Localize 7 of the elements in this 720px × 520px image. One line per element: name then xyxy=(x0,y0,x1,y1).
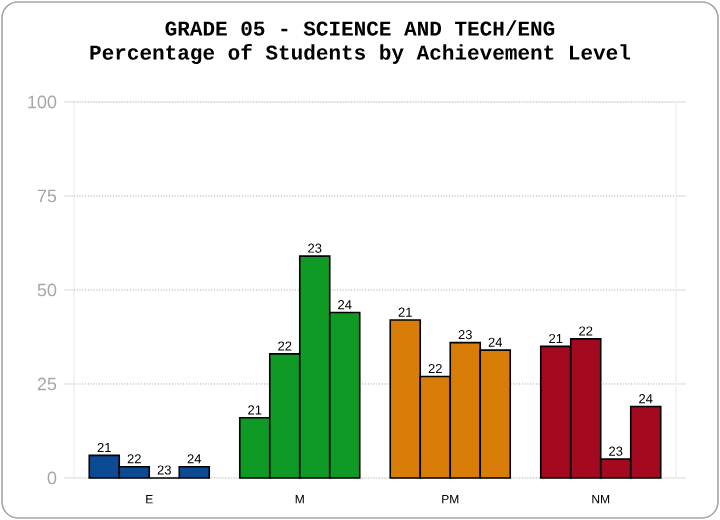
chart-subtitle: Percentage of Students by Achievement Level xyxy=(90,44,630,64)
y-tick-label: 25 xyxy=(37,377,57,391)
y-tick-label: 0 xyxy=(47,471,57,485)
y-tick-label: 75 xyxy=(37,189,57,203)
chart-title: GRADE 05 - SCIENCE AND TECH/ENG xyxy=(165,20,555,36)
y-tick-label: 100 xyxy=(28,95,57,109)
y-tick-label: 50 xyxy=(37,283,57,297)
